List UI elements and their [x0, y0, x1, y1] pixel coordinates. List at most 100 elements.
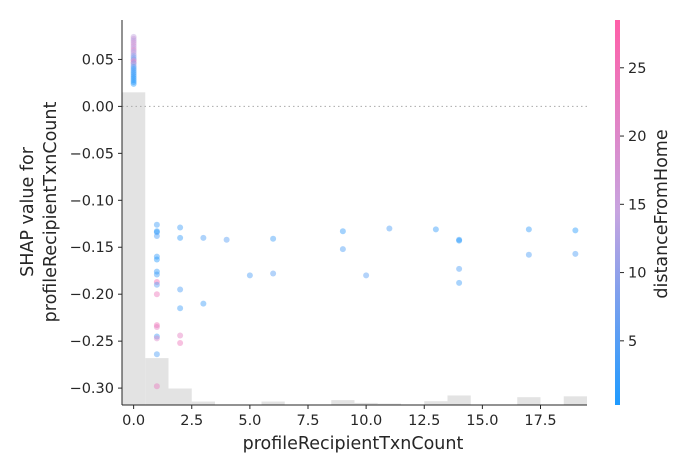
scatter-point: [130, 48, 137, 55]
scatter-point: [177, 224, 184, 231]
scatter-point: [130, 52, 137, 59]
scatter-point: [153, 281, 160, 288]
scatter-point: [153, 232, 160, 239]
colorbar-tick-label: 10: [628, 266, 646, 282]
scatter-point: [130, 80, 137, 87]
scatter-point: [153, 229, 160, 236]
scatter-point: [130, 63, 137, 70]
scatter-point: [130, 54, 137, 61]
x-tick-label: 12.5: [408, 413, 440, 429]
colorbar: 5 10 15 20 25 distanceFromHome: [615, 20, 672, 405]
y-tick-label: −0.25: [70, 334, 114, 350]
scatter-point: [153, 221, 160, 228]
scatter-point: [177, 340, 184, 347]
scatter-point: [223, 236, 230, 243]
scatter-point: [153, 256, 160, 263]
y-tick-label: −0.20: [70, 287, 114, 303]
scatter-point: [525, 251, 532, 258]
scatter-point: [130, 37, 137, 44]
scatter-point: [200, 234, 207, 241]
scatter-point: [270, 270, 277, 277]
scatter-point: [130, 71, 137, 78]
scatter-point: [246, 272, 253, 279]
colorbar-gradient: [615, 20, 620, 405]
scatter-point: [456, 236, 463, 243]
scatter-point: [386, 225, 393, 232]
histogram-bar: [168, 388, 192, 405]
scatter-point: [130, 50, 137, 57]
x-tick-label: 5.0: [238, 413, 261, 429]
scatter-point: [153, 253, 160, 260]
colorbar-tick-label: 25: [628, 61, 646, 77]
scatter-point: [130, 41, 137, 48]
y-tick-label: −0.05: [70, 146, 114, 162]
scatter-point: [177, 234, 184, 241]
scatter-point: [130, 78, 137, 85]
y-axis-label-line2: profileRecipientTxnCount: [41, 102, 61, 323]
scatter-point: [130, 56, 137, 63]
y-tick-label: 0.00: [82, 99, 114, 115]
scatter-point: [130, 45, 137, 52]
histogram-bar: [191, 401, 215, 405]
colorbar-tick-label: 20: [628, 129, 646, 145]
y-axis-label-line1: SHAP value for: [18, 146, 38, 277]
scatter-point: [153, 335, 160, 342]
scatter-point: [130, 33, 137, 40]
scatter-point: [130, 65, 137, 72]
scatter-point: [130, 47, 137, 54]
y-tick-label: −0.15: [70, 240, 114, 256]
scatter-point: [130, 35, 137, 42]
x-axis-label: profileRecipientTxnCount: [243, 434, 464, 454]
scatter-point: [456, 279, 463, 286]
y-tick-label: −0.30: [70, 381, 114, 397]
scatter-point: [153, 278, 160, 285]
x-tick-label: 0.0: [122, 413, 145, 429]
scatter-point: [200, 300, 207, 307]
scatter-point: [130, 67, 137, 74]
scatter-point: [153, 383, 160, 390]
scatter-point: [177, 332, 184, 339]
scatter-point: [572, 227, 579, 234]
scatter-point: [339, 228, 346, 235]
scatter-point: [130, 73, 137, 80]
histogram-bar: [377, 403, 401, 405]
y-axis-ticks: 0.05 0.00 −0.05 −0.10 −0.15 −0.20 −0.25 −0.30: [70, 52, 122, 397]
histogram-bar: [447, 395, 471, 405]
scatter-point: [130, 62, 137, 69]
histogram-bar: [424, 401, 448, 405]
scatter-point: [130, 59, 137, 66]
x-axis-ticks: 0.0 2.5 5.0 7.5 10.0 12.5 15.0 17.5: [122, 405, 557, 429]
histogram-bar: [563, 396, 587, 405]
x-tick-label: 17.5: [524, 413, 556, 429]
scatter-point: [177, 305, 184, 312]
scatter-point: [153, 268, 160, 275]
scatter-point: [130, 69, 137, 76]
scatter-point: [572, 250, 579, 257]
scatter-point: [130, 75, 137, 82]
histogram-bar: [331, 400, 355, 405]
x-tick-label: 2.5: [180, 413, 203, 429]
axes: [121, 20, 587, 406]
scatter-point: [153, 271, 160, 278]
histogram-bar: [261, 401, 285, 405]
scatter-point: [456, 237, 463, 244]
scatter-point: [432, 226, 439, 233]
scatter-point: [153, 291, 160, 298]
scatter-point: [363, 272, 370, 279]
y-tick-label: −0.10: [70, 193, 114, 209]
x-tick-label: 15.0: [466, 413, 498, 429]
y-tick-label: 0.05: [82, 52, 114, 68]
scatter-point: [153, 324, 160, 331]
colorbar-label: distanceFromHome: [652, 129, 672, 298]
scatter-point: [153, 322, 160, 329]
scatter-point: [130, 60, 137, 67]
colorbar-ticks: 5 10 15 20 25: [620, 61, 646, 350]
colorbar-tick-label: 5: [628, 334, 637, 350]
scatter-point: [177, 286, 184, 293]
histogram-bar: [517, 397, 541, 405]
scatter-point: [130, 39, 137, 46]
scatter-point: [456, 265, 463, 272]
scatter-point: [525, 226, 532, 233]
